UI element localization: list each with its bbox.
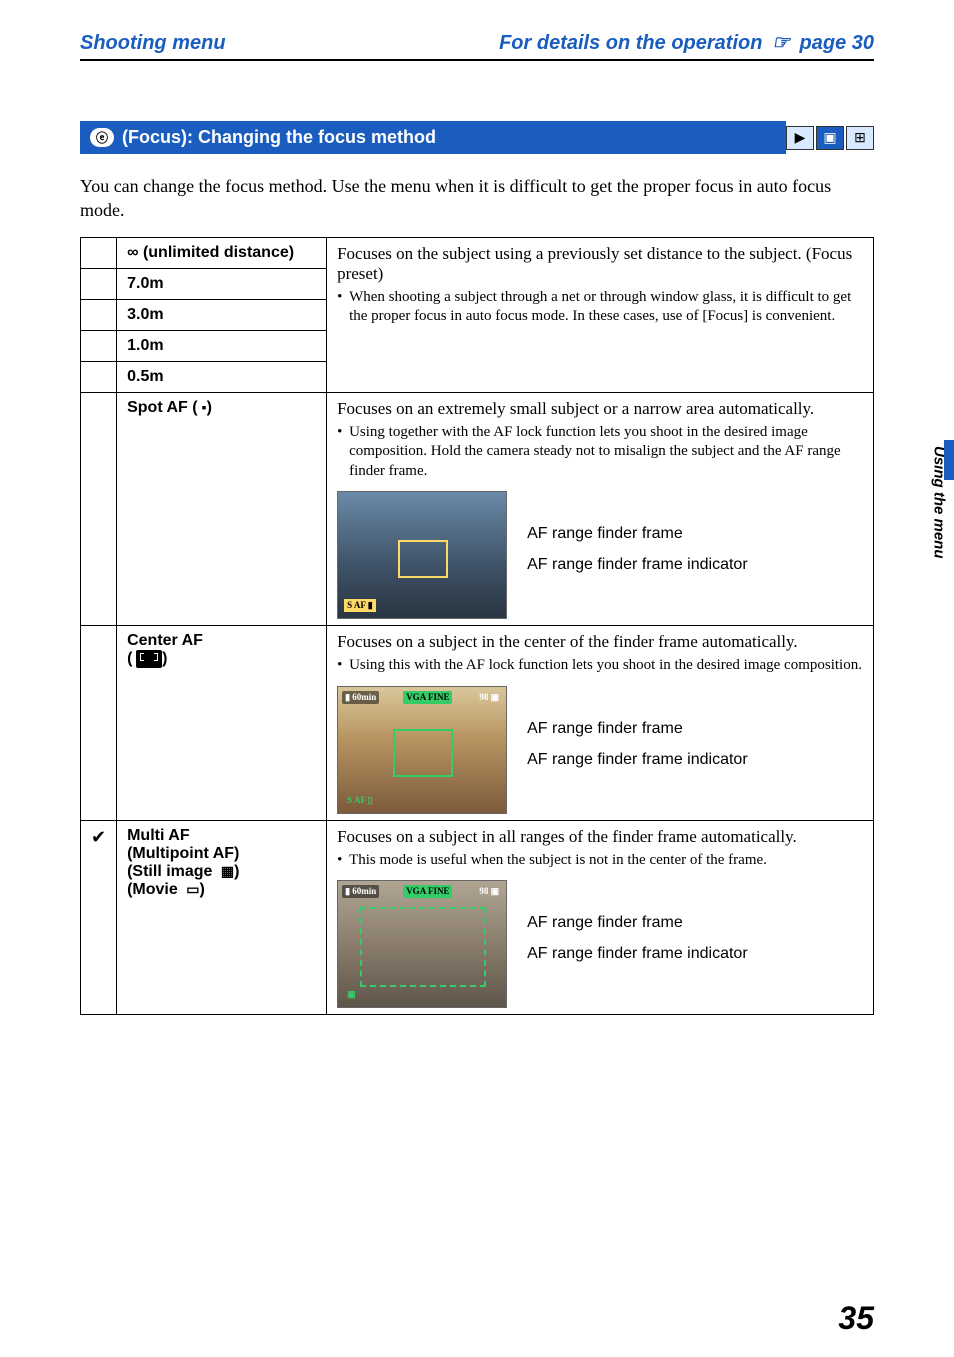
multi-preview-image: ▮ 60min VGA FINE 98 ▣ ▣ [337,880,507,1008]
header-right-prefix: For details on the operation [499,32,762,54]
shots-remaining: 98 ▣ [476,885,502,898]
check-cell [81,299,117,330]
center-description: Focuses on a subject in the center of th… [327,626,874,821]
movie-mode-icon: ⊞ [846,126,874,150]
page-number: 35 [838,1300,874,1337]
multi-af-indicator: ▣ [344,988,359,1001]
shots-remaining: 98 ▣ [476,691,502,704]
preset-description: Focuses on the subject using a previousl… [327,237,874,392]
section-title: ⓔ (Focus): Changing the focus method [80,121,786,154]
center-desc-main: Focuses on a subject in the center of th… [337,632,798,651]
center-af-indicator: S AF ▯ [344,794,376,807]
multi-af-frame [360,907,486,987]
spot-af-icon: ▪ [202,399,207,415]
section-intro: You can change the focus method. Use the… [80,174,874,223]
center-overlay-top: ▮ 60min VGA FINE 98 ▣ [342,691,502,704]
multi-label-4: (Movie [127,881,182,898]
quality-badge: VGA FINE [403,885,452,898]
spot-desc-main: Focuses on an extremely small subject or… [337,399,814,418]
callout-frame: AF range finder frame [527,719,863,740]
still-multi-icon: ▦ [221,863,234,880]
multi-label-2: (Multipoint AF) [127,845,239,862]
multi-callouts: AF range finder frame AF range finder fr… [527,913,863,975]
multi-preview-block: ▮ 60min VGA FINE 98 ▣ ▣ AF range finder … [337,880,863,1008]
check-cell [81,237,117,268]
center-af-frame [393,729,453,777]
multi-desc-main: Focuses on a subject in all ranges of th… [337,827,797,846]
side-tab-bar [944,440,954,480]
center-preview-image: ▮ 60min VGA FINE 98 ▣ S AF ▯ [337,686,507,814]
hand-pointer-icon: ☞ [772,30,790,55]
section-title-bar: ⓔ (Focus): Changing the focus method ▶ ▣… [80,121,874,154]
callout-indicator: AF range finder frame indicator [527,555,863,576]
movie-multi-icon: ▭ [186,881,199,898]
focus-pill-icon: ⓔ [90,128,114,147]
option-label-multi: Multi AF (Multipoint AF) (Still image ▦)… [117,820,327,1015]
multi-bullet: This mode is useful when the subject is … [337,851,863,871]
preset-desc-main: Focuses on the subject using a previousl… [337,244,852,283]
spot-label-text: Spot AF ( [127,399,198,416]
check-cell [81,626,117,821]
quality-badge: VGA FINE [403,691,452,704]
option-label-center: Center AF ( ) [117,626,327,821]
center-callouts: AF range finder frame AF range finder fr… [527,719,863,781]
check-cell [81,361,117,392]
header-right: For details on the operation ☞ page 30 [499,30,874,55]
playback-mode-icon: ▶ [786,126,814,150]
focus-options-table: ∞ (unlimited distance) Focuses on the su… [80,237,874,1016]
spot-preview-image: S AF ▮ [337,491,507,619]
option-label-3m: 3.0m [117,299,327,330]
callout-indicator: AF range finder frame indicator [527,944,863,965]
multi-label-1: Multi AF [127,827,190,844]
option-label-05m: 0.5m [117,361,327,392]
multi-overlay-top: ▮ 60min VGA FINE 98 ▣ [342,885,502,898]
spot-preview-block: S AF ▮ AF range finder frame AF range fi… [337,491,863,619]
check-cell-default: ✔ [81,820,117,1015]
section-title-text: (Focus): Changing the focus method [122,127,436,148]
option-label-infinity: ∞ (unlimited distance) [117,237,327,268]
side-tab: Using the menu [928,440,954,620]
option-label-spot: Spot AF (▪) [117,392,327,626]
center-label-text: Center AF [127,632,203,649]
center-bullet: Using this with the AF lock function let… [337,656,863,676]
option-label-7m: 7.0m [117,268,327,299]
option-label-1m: 1.0m [117,330,327,361]
battery-indicator: ▮ 60min [342,691,379,704]
mode-icon-group: ▶ ▣ ⊞ [786,126,874,150]
camera-mode-icon: ▣ [816,126,844,150]
center-af-icon [136,650,162,668]
callout-frame: AF range finder frame [527,524,863,545]
check-cell [81,392,117,626]
center-preview-block: ▮ 60min VGA FINE 98 ▣ S AF ▯ AF range fi… [337,686,863,814]
spot-description: Focuses on an extremely small subject or… [327,392,874,626]
spot-bullet: Using together with the AF lock function… [337,423,863,482]
spot-af-frame [398,540,448,578]
callout-indicator: AF range finder frame indicator [527,750,863,771]
spot-callouts: AF range finder frame AF range finder fr… [527,524,863,586]
check-cell [81,330,117,361]
multi-description: Focuses on a subject in all ranges of th… [327,820,874,1015]
header-right-suffix: page 30 [800,32,874,54]
spot-af-indicator: S AF ▮ [344,599,376,612]
check-cell [81,268,117,299]
multi-label-3: (Still image [127,863,217,880]
checkmark-icon: ✔ [91,827,106,847]
header-left: Shooting menu [80,32,226,55]
callout-frame: AF range finder frame [527,913,863,934]
battery-indicator: ▮ 60min [342,885,379,898]
preset-bullet: When shooting a subject through a net or… [337,288,863,327]
page-header: Shooting menu For details on the operati… [80,30,874,61]
